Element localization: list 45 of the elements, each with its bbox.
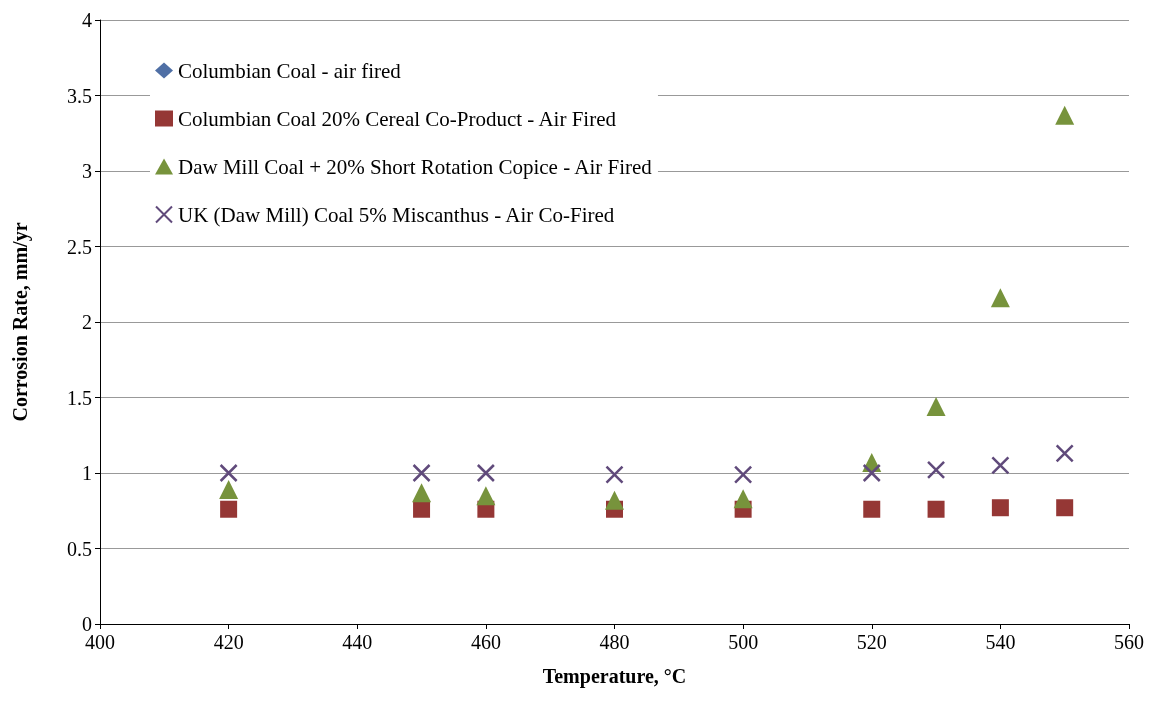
y-tick-label: 3 xyxy=(82,160,92,182)
legend-label: Columbian Coal - air fired xyxy=(178,58,402,83)
point xyxy=(991,499,1009,517)
y-axis-title: Corrosion Rate, mm/yr xyxy=(9,222,32,422)
x-axis-title: Temperature, °C xyxy=(542,665,687,688)
point xyxy=(220,500,238,518)
y-tick-label: 1.5 xyxy=(67,386,92,409)
point xyxy=(476,486,496,506)
point xyxy=(733,489,753,509)
x-tick-label: 540 xyxy=(985,631,1016,653)
x-tick-label: 420 xyxy=(213,631,244,653)
point xyxy=(863,500,881,518)
point xyxy=(926,397,946,417)
point xyxy=(413,500,431,518)
point xyxy=(1056,499,1074,517)
point xyxy=(990,288,1010,308)
point xyxy=(927,500,945,518)
point xyxy=(605,490,624,510)
point xyxy=(1055,105,1075,125)
y-tick-label: 1 xyxy=(82,462,92,484)
point xyxy=(862,463,881,483)
point xyxy=(412,483,432,503)
point xyxy=(412,463,431,483)
point xyxy=(926,460,946,480)
y-tick-label: 3.5 xyxy=(67,84,92,107)
point xyxy=(476,463,496,483)
point xyxy=(219,463,238,483)
x-tick-label: 520 xyxy=(856,631,887,653)
legend-label: UK (Daw Mill) Coal 5% Miscanthus - Air Co-Fired xyxy=(178,202,615,227)
x-tick-label: 440 xyxy=(342,631,373,653)
point xyxy=(733,465,753,484)
legend-label: Daw Mill Coal + 20% Short Rotation Copice - Air Fired xyxy=(178,154,653,179)
point xyxy=(219,480,239,500)
point xyxy=(605,465,624,484)
x-tick-label: 500 xyxy=(728,631,759,653)
legend-label: Columbian Coal 20% Cereal Co-Product - Air Fired xyxy=(178,106,617,131)
y-tick-label: 4 xyxy=(82,9,92,31)
point xyxy=(1055,444,1074,463)
x-tick-label: 480 xyxy=(599,631,630,653)
x-tick-label: 560 xyxy=(1114,631,1144,653)
y-tick-label: 2.5 xyxy=(67,235,92,258)
y-tick-label: 2 xyxy=(82,311,92,333)
point xyxy=(991,456,1010,475)
x-tick-label: 460 xyxy=(470,631,501,653)
y-tick-label: 0.5 xyxy=(67,537,92,560)
